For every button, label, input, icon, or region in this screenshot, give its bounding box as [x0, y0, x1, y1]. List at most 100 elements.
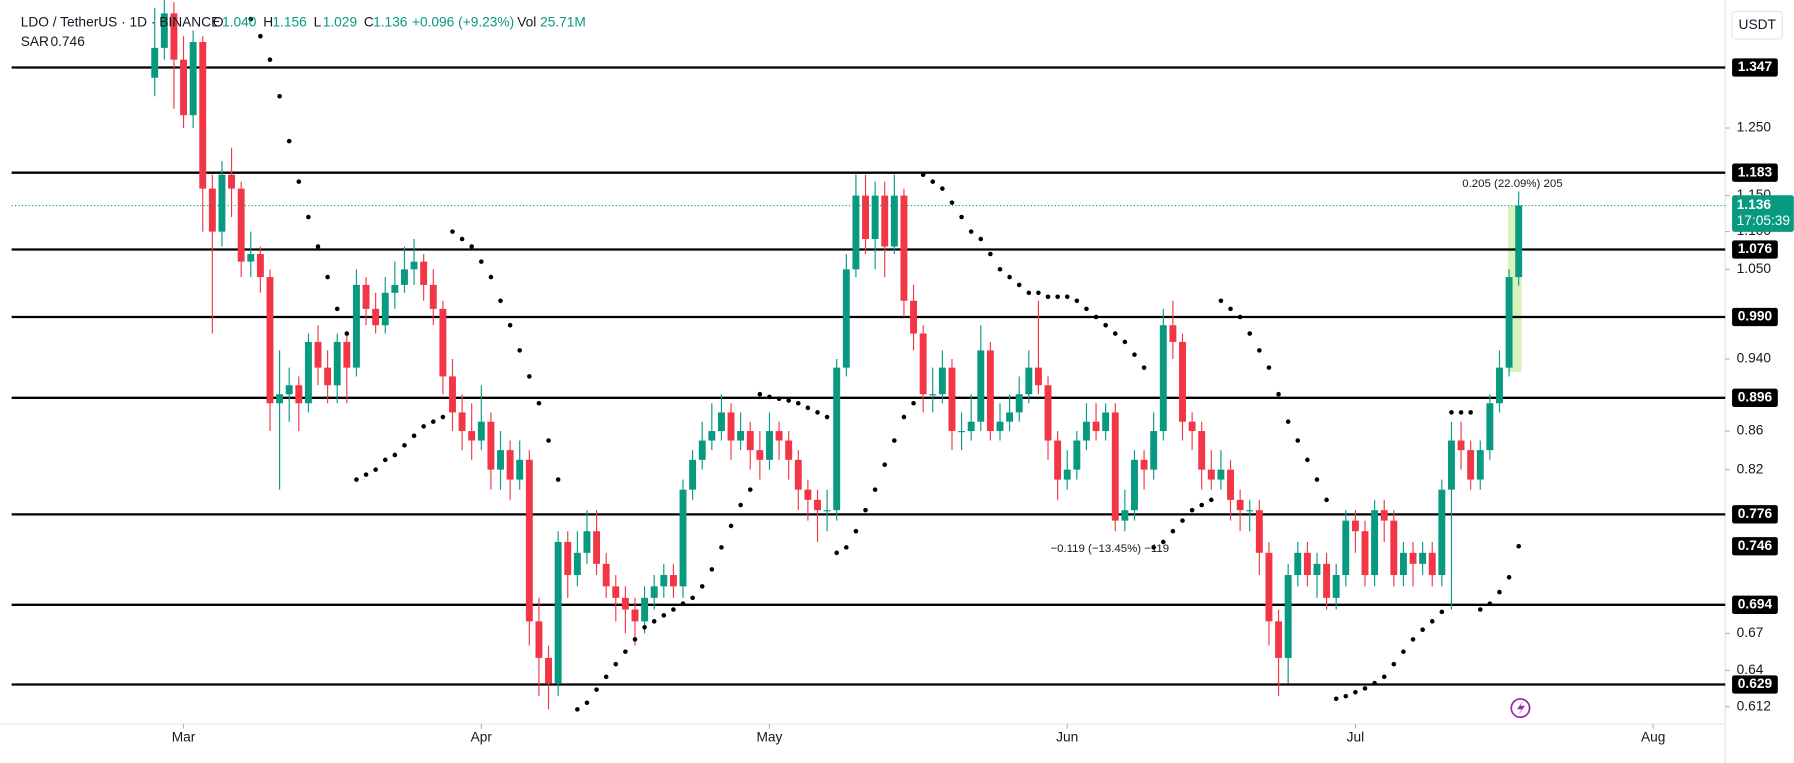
candle-body — [919, 333, 927, 395]
sar-dot — [1477, 607, 1483, 612]
candle-body — [775, 431, 783, 441]
y-tick-label: 0.82 — [1737, 461, 1764, 476]
sar-dot — [968, 229, 974, 234]
sar-dot — [1506, 574, 1512, 580]
candle-body — [890, 195, 898, 247]
candle-body — [304, 341, 312, 404]
sar-dot — [1189, 507, 1195, 513]
candle-body — [1044, 385, 1052, 441]
sar-dot — [498, 298, 503, 304]
candle-body — [737, 431, 745, 441]
sar-dot — [680, 601, 686, 606]
candle-body — [1092, 421, 1100, 432]
candle-body — [1332, 575, 1340, 598]
sar-dot — [1112, 331, 1118, 336]
candle-body — [208, 188, 216, 232]
candle-body — [1447, 440, 1455, 490]
sar-dot — [1333, 696, 1339, 702]
candle-body — [401, 269, 408, 285]
candle-body — [525, 459, 533, 622]
sar-dot — [1353, 689, 1358, 695]
sar-dot — [1151, 545, 1156, 550]
candle-body — [996, 421, 1004, 432]
currency-button[interactable] — [1731, 10, 1783, 40]
sar-dot — [1401, 649, 1406, 654]
sar-dot — [1324, 497, 1329, 503]
candle-body — [218, 174, 226, 232]
volume-value: 25.71M — [540, 15, 586, 30]
candle-body — [458, 412, 466, 432]
ohlc-key: H — [263, 15, 273, 30]
candle-body — [660, 575, 668, 587]
sar-dot — [315, 244, 321, 249]
sar-dot — [699, 584, 705, 589]
sar-dot — [1420, 627, 1425, 633]
sar-dot — [824, 414, 830, 420]
candle-body — [602, 563, 610, 587]
candle-body — [1131, 459, 1138, 511]
sar-dot — [1305, 457, 1310, 463]
candle-body — [862, 195, 869, 240]
sar-dot — [757, 391, 763, 397]
last-price-label: 1.136 — [1737, 197, 1772, 212]
candle-body — [689, 459, 697, 490]
sar-dot — [1487, 601, 1493, 606]
candle-body — [506, 450, 514, 480]
candle-body — [823, 510, 831, 512]
candle-body — [621, 597, 629, 610]
sar-dot — [1055, 294, 1060, 300]
candle-body — [977, 350, 985, 422]
candle-body — [1313, 563, 1321, 576]
candle-body — [1063, 469, 1071, 480]
candle-body — [938, 367, 946, 395]
currency-label[interactable]: USDT — [1739, 17, 1777, 32]
candle-body — [1015, 394, 1023, 413]
level-label-box — [1732, 307, 1778, 327]
candle-body — [1150, 431, 1158, 470]
candle-body — [1140, 459, 1148, 470]
candle-body — [1073, 440, 1081, 470]
sar-dot — [507, 322, 513, 328]
sar-dot — [267, 57, 273, 62]
sar-dot — [882, 462, 888, 468]
sar-dot — [959, 214, 964, 220]
sar-dot — [1497, 589, 1502, 595]
sar-dot — [450, 229, 455, 234]
sar-dot — [1132, 352, 1137, 357]
candle-body — [324, 367, 332, 386]
sar-dot — [354, 477, 359, 482]
sar-dot — [286, 138, 292, 144]
candle-body — [650, 586, 658, 598]
lightning-icon[interactable] — [1510, 698, 1531, 719]
level-label-box — [1732, 675, 1778, 694]
sar-dot — [536, 400, 542, 406]
y-tick-label: 0.612 — [1737, 698, 1771, 713]
price-axis: 1.2501.1501.1001.0500.9400.860.820.670.6… — [1725, 58, 1794, 713]
level-label: 0.629 — [1738, 676, 1773, 691]
x-tick-label: May — [757, 729, 783, 744]
candle-body — [698, 440, 706, 460]
sar-dot — [1391, 661, 1397, 667]
candle-body — [746, 431, 754, 451]
ohlc-value: 1.136 — [373, 15, 408, 30]
candle-body — [487, 421, 495, 470]
level-label: 1.183 — [1738, 164, 1773, 179]
sar-dot — [546, 438, 551, 443]
sar-dot — [1228, 306, 1233, 312]
level-label-box — [1732, 58, 1778, 77]
candle-body — [266, 277, 274, 404]
candle-body — [439, 308, 447, 377]
candle-body — [1409, 552, 1417, 564]
symbol-title: LDO / TetherUS · 1D · BINANCE — [21, 15, 220, 30]
sar-dot — [1295, 438, 1301, 443]
candle-body — [1188, 421, 1196, 432]
candle-body — [381, 292, 389, 326]
candle-body — [151, 47, 159, 78]
candle-body — [1255, 510, 1263, 553]
level-label: 0.694 — [1738, 596, 1773, 611]
candle-body — [785, 440, 793, 460]
candle-body — [967, 421, 975, 432]
lightning-bolt — [1517, 701, 1526, 715]
sar-dot — [1084, 306, 1089, 312]
